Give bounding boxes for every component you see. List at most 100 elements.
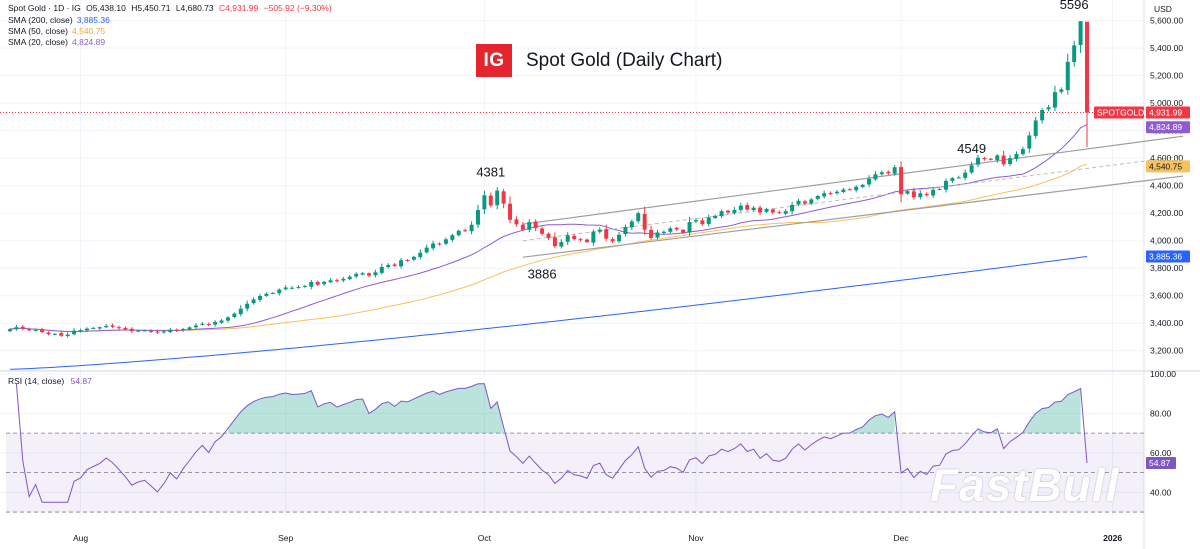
candle-body bbox=[443, 239, 448, 244]
low-value: L4,680.73 bbox=[175, 3, 214, 13]
candle-body bbox=[437, 243, 442, 245]
sma20-label: SMA (20, close) bbox=[8, 37, 68, 47]
candle-body bbox=[116, 327, 121, 329]
candle-body bbox=[450, 235, 455, 240]
candle-body bbox=[738, 205, 743, 210]
candle-body bbox=[533, 221, 538, 229]
candle-body bbox=[341, 278, 346, 281]
candle-body bbox=[155, 331, 160, 333]
candle-body bbox=[828, 193, 833, 195]
candle-body bbox=[65, 334, 70, 337]
candle-body bbox=[501, 191, 506, 204]
candle-body bbox=[681, 229, 686, 233]
rsi-line bbox=[15, 383, 1088, 503]
candle-body bbox=[149, 331, 154, 333]
candle-body bbox=[886, 171, 891, 174]
candle-body bbox=[52, 333, 57, 335]
symbol-label[interactable]: Spot Gold · 1D · IG bbox=[8, 3, 81, 13]
candle-body bbox=[937, 189, 942, 191]
candle-body bbox=[591, 231, 596, 243]
candle-body bbox=[963, 172, 968, 178]
candle-body bbox=[693, 220, 698, 222]
candle-body bbox=[758, 207, 763, 213]
price-tick-label: 5,400.00 bbox=[1150, 43, 1183, 53]
price-annotation: 3886 bbox=[528, 266, 557, 281]
candle-body bbox=[726, 210, 730, 213]
chart-title: Spot Gold (Daily Chart) bbox=[526, 49, 723, 71]
channel-mid bbox=[522, 155, 1184, 242]
candle-body bbox=[219, 320, 224, 323]
rsi-label: RSI (14, close) bbox=[8, 376, 65, 386]
candle-body bbox=[367, 273, 371, 276]
candle-body bbox=[379, 266, 384, 273]
chart-brand: IG Spot Gold (Daily Chart) bbox=[476, 44, 722, 77]
candle-body bbox=[546, 233, 551, 238]
candle-body bbox=[232, 313, 237, 318]
candle-body bbox=[72, 330, 77, 335]
candle-body bbox=[46, 332, 51, 335]
price-annotation: 5596 bbox=[1060, 0, 1089, 12]
axes: USD 3,200.00 3,400.00 3,600.00 3,800.00 4,000… bbox=[73, 4, 1190, 543]
candle-body bbox=[142, 330, 147, 332]
candle-body bbox=[418, 252, 423, 258]
candle-body bbox=[360, 273, 365, 275]
channel-upper bbox=[522, 135, 1184, 225]
candle-body bbox=[482, 195, 487, 210]
sma50-tag-bg bbox=[1146, 160, 1190, 173]
sma200-line bbox=[9, 256, 1088, 370]
rsi-legend[interactable]: RSI (14, close) 54.87 bbox=[8, 376, 92, 386]
rsi-tick-label: 100.00 bbox=[1150, 369, 1176, 379]
price-tick-label: 3,200.00 bbox=[1150, 346, 1183, 356]
sma20-value: 4,824.89 bbox=[72, 37, 106, 47]
candles bbox=[8, 21, 1089, 338]
sma20-legend[interactable]: SMA (20, close) 4,824.89 bbox=[8, 37, 105, 48]
candle-body bbox=[238, 308, 243, 315]
candle-body bbox=[905, 191, 910, 194]
price-tick-label: 4,400.00 bbox=[1150, 181, 1183, 191]
rsi-last-tag: 54.87 bbox=[1149, 458, 1171, 468]
candle-body bbox=[520, 224, 525, 230]
candle-body bbox=[1008, 158, 1013, 164]
rsi-band bbox=[6, 383, 1144, 513]
rsi-overbought-fill bbox=[843, 411, 895, 434]
channel-lower bbox=[522, 175, 1184, 258]
fastbull-watermark: FastBull bbox=[930, 459, 1120, 511]
candle-body bbox=[33, 329, 38, 331]
candle-body bbox=[834, 191, 839, 194]
sma20-tag-bg bbox=[1146, 121, 1190, 134]
candle-body bbox=[213, 321, 218, 325]
candle-body bbox=[315, 281, 320, 285]
candle-body bbox=[661, 231, 666, 234]
candle-body bbox=[251, 299, 256, 304]
candle-body bbox=[642, 213, 647, 230]
candle-body bbox=[956, 177, 961, 179]
candle-body bbox=[181, 329, 186, 331]
time-tick-label: Sep bbox=[278, 533, 293, 543]
candle-body bbox=[168, 329, 173, 333]
candle-body bbox=[706, 217, 711, 224]
candle-body bbox=[982, 158, 987, 160]
candle-body bbox=[258, 296, 263, 300]
candle-body bbox=[495, 190, 500, 206]
candle-body bbox=[931, 189, 936, 196]
rsi-value: 54.87 bbox=[70, 376, 92, 386]
candle-body bbox=[40, 329, 45, 333]
candle-body bbox=[392, 264, 397, 266]
candle-body bbox=[129, 328, 134, 332]
candle-body bbox=[879, 172, 884, 175]
sma50-legend[interactable]: SMA (50, close) 4,540.75 bbox=[8, 26, 105, 37]
price-tick-label: 3,400.00 bbox=[1150, 318, 1183, 328]
candle-body bbox=[1033, 120, 1038, 136]
sma200-legend[interactable]: SMA (200, close) 3,885.36 bbox=[8, 15, 110, 26]
candle-body bbox=[802, 201, 807, 204]
last-price-tag-bg bbox=[1146, 106, 1190, 119]
sma20-tag: 4,824.89 bbox=[1149, 122, 1182, 132]
candle-body bbox=[1020, 149, 1025, 155]
candle-body bbox=[187, 327, 192, 330]
candle-body bbox=[822, 193, 827, 197]
candle-body bbox=[386, 265, 391, 267]
sma20-line bbox=[9, 124, 1088, 333]
price-tick-label: 5,600.00 bbox=[1150, 16, 1183, 26]
candle-body bbox=[1085, 21, 1089, 113]
